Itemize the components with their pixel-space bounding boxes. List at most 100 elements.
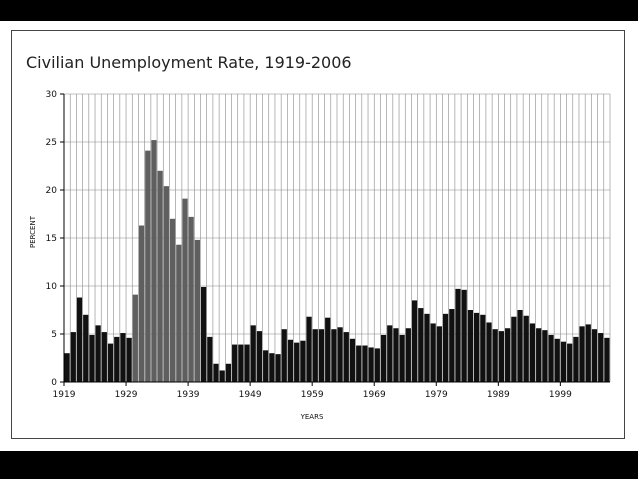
bar-1981 bbox=[449, 309, 455, 382]
bar-1961 bbox=[325, 317, 331, 382]
x-tick-labels: 1919 1929 1939 1949 1959 1969 1979 1989 1999 bbox=[53, 382, 572, 400]
bar-1939 bbox=[188, 216, 194, 382]
x-tick-label: 1919 bbox=[53, 390, 76, 400]
bar-1970 bbox=[380, 334, 387, 382]
slide: Civilian Unemployment Rate, 1919-2006 0 5… bbox=[0, 21, 638, 451]
bar-1933 bbox=[151, 140, 157, 382]
x-tick-label: 1979 bbox=[425, 390, 448, 400]
y-tick-label: 25 bbox=[46, 138, 57, 148]
bar-2001 bbox=[573, 336, 579, 382]
bar-1957 bbox=[300, 340, 306, 382]
bar-1995 bbox=[536, 328, 542, 382]
bar-1950 bbox=[256, 331, 263, 382]
bar-1925 bbox=[101, 332, 107, 382]
bar-1964 bbox=[343, 332, 349, 382]
y-tick-label: 5 bbox=[51, 330, 57, 340]
x-tick-label: 1969 bbox=[363, 390, 386, 400]
bar-1972 bbox=[393, 328, 399, 382]
bar-1930 bbox=[132, 294, 138, 382]
bar-1984 bbox=[467, 310, 473, 382]
bar-1958 bbox=[306, 316, 312, 382]
x-axis-label: YEARS bbox=[300, 413, 324, 421]
bar-1974 bbox=[405, 328, 411, 382]
bar-1919 bbox=[64, 353, 70, 382]
bar-1977 bbox=[424, 313, 430, 382]
bar-1960 bbox=[318, 329, 325, 382]
bar-1969 bbox=[374, 348, 380, 382]
bar-1979 bbox=[436, 326, 442, 382]
bar-1946 bbox=[232, 344, 238, 382]
bar-1938 bbox=[182, 198, 188, 382]
bar-1985 bbox=[474, 312, 480, 382]
bar-1989 bbox=[498, 331, 505, 382]
bar-1956 bbox=[294, 342, 300, 382]
bar-1994 bbox=[529, 323, 536, 382]
bar-1922 bbox=[83, 314, 89, 382]
bar-1935 bbox=[163, 186, 169, 382]
bar-1934 bbox=[157, 170, 163, 382]
bar-1959 bbox=[312, 329, 318, 382]
bar-2005 bbox=[598, 333, 604, 382]
bar-1986 bbox=[480, 314, 486, 382]
y-tick-label: 15 bbox=[46, 234, 57, 244]
bar-1992 bbox=[517, 310, 523, 382]
bar-1944 bbox=[219, 370, 225, 382]
bar-1987 bbox=[486, 322, 492, 382]
bar-1921 bbox=[76, 297, 83, 382]
bar-1953 bbox=[275, 354, 281, 382]
x-tick-label: 1959 bbox=[301, 390, 324, 400]
y-tick-label: 10 bbox=[46, 282, 58, 292]
bar-1942 bbox=[207, 336, 213, 382]
bar-1954 bbox=[281, 329, 287, 382]
bar-1945 bbox=[225, 363, 232, 382]
y-axis-label: PERCENT bbox=[29, 215, 37, 248]
bar-1967 bbox=[362, 345, 368, 382]
bar-1982 bbox=[455, 288, 461, 382]
bar-1980 bbox=[442, 313, 449, 382]
bar-1929 bbox=[126, 337, 132, 382]
x-tick-label: 1949 bbox=[239, 390, 262, 400]
bar-1971 bbox=[387, 325, 393, 382]
bar-1926 bbox=[107, 343, 114, 382]
bar-1932 bbox=[145, 150, 151, 382]
bar-1990 bbox=[505, 328, 511, 382]
bar-1983 bbox=[461, 289, 467, 382]
y-tick-label: 30 bbox=[46, 90, 58, 100]
bar-2004 bbox=[591, 329, 598, 382]
bar-1996 bbox=[542, 330, 548, 382]
bar-1924 bbox=[95, 325, 101, 382]
bar-1948 bbox=[244, 344, 250, 382]
bar-2006 bbox=[604, 337, 610, 382]
bar-1941 bbox=[201, 286, 207, 382]
bar-1978 bbox=[430, 323, 436, 382]
x-tick-label: 1989 bbox=[487, 390, 510, 400]
bar-1931 bbox=[138, 225, 145, 382]
bar-1952 bbox=[269, 353, 275, 382]
bar-1966 bbox=[356, 345, 362, 382]
bar-1920 bbox=[70, 332, 76, 382]
grid-lines bbox=[63, 93, 611, 382]
bar-1997 bbox=[548, 334, 554, 382]
bar-1962 bbox=[331, 329, 337, 382]
bar-1936 bbox=[169, 218, 176, 382]
bar-1927 bbox=[114, 336, 120, 382]
bar-1975 bbox=[411, 300, 418, 382]
bar-1943 bbox=[213, 363, 219, 382]
bar-1999 bbox=[560, 341, 567, 382]
x-tick-label: 1999 bbox=[549, 390, 572, 400]
bar-1976 bbox=[418, 308, 424, 382]
x-tick-label: 1929 bbox=[115, 390, 138, 400]
bar-1947 bbox=[238, 344, 244, 382]
unemployment-chart: 0 5 10 15 20 25 30 1919 1929 1939 1949 1959 1969 197… bbox=[29, 90, 611, 421]
bar-1923 bbox=[89, 334, 95, 382]
bar-1963 bbox=[337, 327, 343, 382]
bar-1993 bbox=[523, 315, 529, 382]
y-tick-label: 0 bbox=[51, 378, 57, 388]
bar-1949 bbox=[250, 325, 256, 382]
bar-1968 bbox=[368, 347, 374, 382]
bar-1940 bbox=[194, 239, 200, 382]
chart-frame: Civilian Unemployment Rate, 1919-2006 bbox=[11, 30, 625, 439]
bar-1955 bbox=[287, 339, 294, 382]
bar-1951 bbox=[263, 350, 269, 382]
bar-2000 bbox=[567, 343, 573, 382]
